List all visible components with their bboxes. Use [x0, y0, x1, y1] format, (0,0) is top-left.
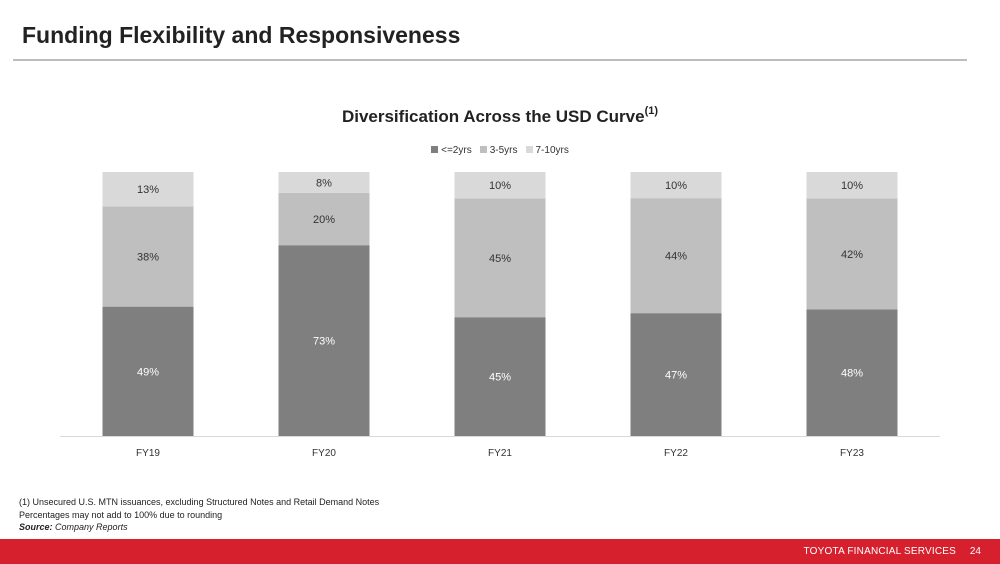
bar-segment	[806, 198, 898, 310]
footer-bar: TOYOTA FINANCIAL SERVICES 24	[0, 539, 1000, 564]
bar-segment	[630, 172, 722, 199]
source-line: Source: Company Reports	[19, 521, 379, 534]
x-tick-label: FY21	[488, 448, 512, 459]
legend-swatch	[525, 146, 533, 153]
chart-container: Diversification Across the USD Curve(1) …	[0, 95, 1000, 475]
bar-segment	[630, 198, 722, 314]
bar-segment	[454, 198, 546, 318]
x-tick-label: FY19	[136, 448, 160, 459]
data-label: 44%	[665, 251, 687, 263]
legend-swatch	[431, 146, 439, 153]
legend-label: <=2yrs	[441, 145, 472, 156]
data-label: 47%	[665, 370, 687, 382]
legend-item: <=2yrs	[431, 145, 472, 156]
source-text: Company Reports	[55, 522, 128, 532]
bar-segment	[102, 306, 194, 436]
legend-item: 7-10yrs	[525, 145, 569, 156]
data-label: 20%	[313, 214, 335, 226]
source-label: Source:	[19, 522, 53, 532]
data-label: 13%	[137, 184, 159, 196]
chart-legend: <=2yrs 3-5yrs 7-10yrs	[0, 145, 1000, 156]
data-label: 8%	[316, 177, 332, 189]
legend-swatch	[479, 146, 487, 153]
legend-item: 3-5yrs	[479, 145, 518, 156]
bar-segment	[454, 317, 546, 436]
x-tick-label: FY22	[664, 448, 688, 459]
bar-segment	[278, 192, 370, 246]
chart-title-text: Diversification Across the USD Curve	[341, 107, 645, 126]
bar-segment	[278, 172, 370, 193]
bar-segment	[102, 172, 194, 207]
legend-label: 3-5yrs	[489, 145, 518, 156]
bar-segment	[806, 172, 898, 199]
stacked-bar-chart: 49% 38% 13% FY19 73% 20% 8% FY20 45% 45% 10% FY21 47…	[60, 172, 940, 459]
data-label: 45%	[489, 253, 511, 265]
data-label: 45%	[489, 372, 511, 384]
data-label: 73%	[313, 336, 335, 348]
data-label: 48%	[841, 368, 863, 380]
legend-label: 7-10yrs	[535, 145, 569, 156]
x-tick-label: FY23	[840, 448, 864, 459]
data-label: 10%	[841, 180, 863, 192]
bar-segment	[102, 206, 194, 307]
data-label: 10%	[665, 180, 687, 192]
footnote-rounding: Percentages may not add to 100% due to r…	[19, 509, 223, 520]
data-label: 42%	[841, 249, 863, 261]
bar-segment	[630, 313, 722, 436]
footer-brand: TOYOTA FINANCIAL SERVICES	[803, 546, 956, 557]
title-divider	[13, 59, 967, 61]
x-tick-label: FY20	[312, 448, 336, 459]
data-label: 38%	[137, 251, 159, 263]
page-number: 24	[969, 546, 981, 557]
page-title: Funding Flexibility and Responsiveness	[22, 22, 461, 48]
bar-segment	[454, 172, 546, 199]
chart-title: Diversification Across the USD Curve(1)	[0, 105, 1000, 127]
chart-title-footnote-ref: (1)	[644, 105, 659, 117]
bar-segment	[278, 245, 370, 436]
data-label: 10%	[489, 180, 511, 192]
data-label: 49%	[137, 366, 159, 378]
bar-segment	[806, 309, 898, 436]
footnotes: (1) Unsecured U.S. MTN issuances, exclud…	[19, 496, 379, 534]
footnote-1: (1) Unsecured U.S. MTN issuances, exclud…	[19, 497, 380, 507]
